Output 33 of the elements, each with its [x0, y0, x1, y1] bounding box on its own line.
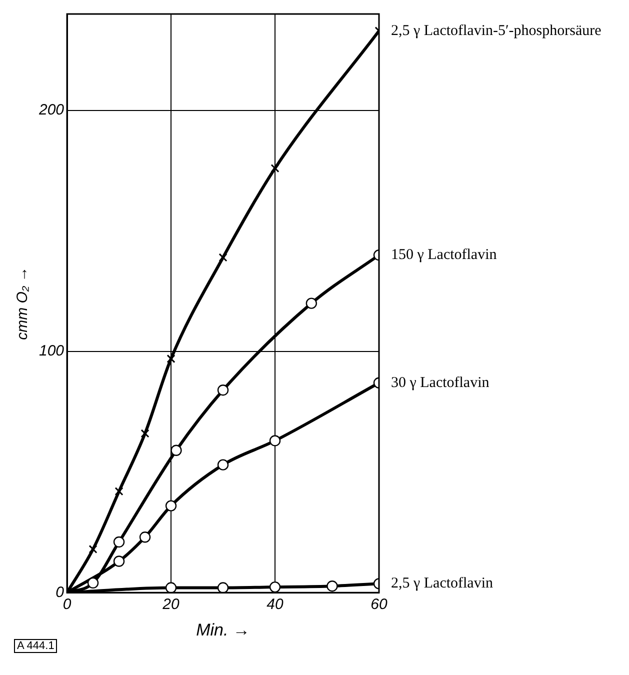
- point: [217, 459, 229, 470]
- y-tick-label: 100: [38, 342, 65, 360]
- series-label: 150 γ Lactoflavin: [391, 247, 498, 264]
- point: [87, 577, 99, 589]
- point: [113, 556, 125, 567]
- x-axis-title: Min. →: [196, 620, 250, 640]
- point: [306, 298, 318, 309]
- series-label: 2,5 γ Lactoflavin-5′-phosphorsäure: [391, 22, 602, 39]
- point: [326, 580, 338, 592]
- point: [217, 582, 229, 593]
- y-tick-label: 200: [38, 102, 65, 119]
- y-axis-title: cmm O₂ →: [14, 266, 32, 340]
- series-label: 2,5 γ Lactoflavin: [391, 576, 494, 592]
- point: [269, 435, 281, 446]
- y-tick-label: 0: [56, 584, 65, 601]
- text: A 444.1: [14, 639, 58, 653]
- point: [140, 429, 150, 438]
- series-label: 30 γ Lactoflavin: [391, 374, 490, 391]
- x-tick-label: 20: [162, 596, 180, 613]
- point: [218, 253, 228, 262]
- x-tick-label: 40: [266, 596, 284, 613]
- point: [139, 532, 151, 543]
- point: [166, 354, 176, 364]
- point: [269, 581, 281, 593]
- point: [88, 544, 98, 554]
- point: [165, 582, 177, 593]
- point: [170, 444, 182, 456]
- point: [113, 536, 125, 548]
- x-tick-label: 60: [370, 596, 388, 613]
- point: [165, 500, 177, 512]
- point: [270, 164, 280, 173]
- point: [217, 384, 229, 396]
- point: [114, 487, 124, 496]
